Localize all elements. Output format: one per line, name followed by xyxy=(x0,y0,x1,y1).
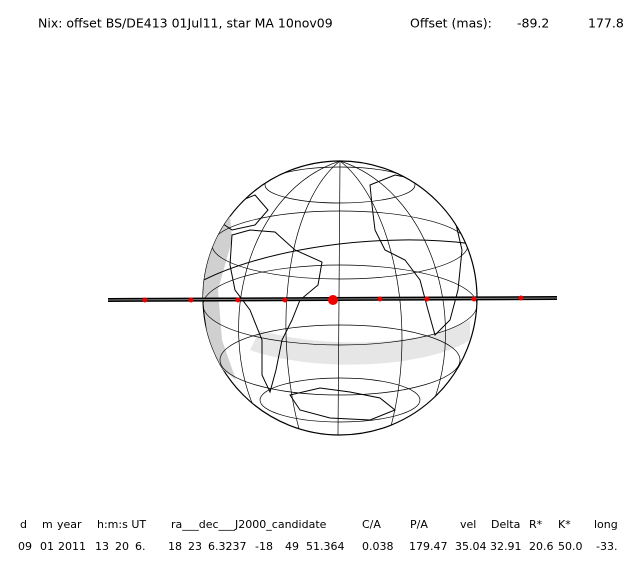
column-header: d xyxy=(20,518,27,531)
table-cell: 35.04 xyxy=(455,540,487,553)
results-table: d m year h:m:s UT ra___dec___J2000_candidate… xyxy=(18,518,618,553)
table-cell: 13 xyxy=(95,540,109,553)
column-header: P/A xyxy=(410,518,428,531)
offset-value: -89.2 xyxy=(517,16,549,31)
table-cell: 179.47 xyxy=(409,540,448,553)
table-cell: 09 xyxy=(18,540,32,553)
column-header: K* xyxy=(558,518,571,531)
column-header: Delta xyxy=(491,518,520,531)
table-cell: 51.364 xyxy=(306,540,345,553)
column-header: year xyxy=(57,518,82,531)
table-cell: 23 xyxy=(188,540,202,553)
table-cell: 0.038 xyxy=(362,540,394,553)
globe xyxy=(107,160,558,436)
title: Nix: offset BS/DE413 01Jul11, star MA 10… xyxy=(38,16,333,31)
table-cell: 01 xyxy=(40,540,54,553)
table-cell: -18 xyxy=(255,540,273,553)
offset-value: 177.8 xyxy=(588,16,624,31)
table-cell: 49 xyxy=(285,540,299,553)
table-cell: 20 xyxy=(115,540,129,553)
column-header: h:m:s UT xyxy=(97,518,146,531)
table-cell: 6. xyxy=(135,540,146,553)
table-cell: 6.3237 xyxy=(208,540,247,553)
table-cell: -33. xyxy=(596,540,617,553)
table-cell: 32.91 xyxy=(490,540,522,553)
table-cell: 2011 xyxy=(58,540,86,553)
column-header: C/A xyxy=(362,518,381,531)
column-header: R* xyxy=(529,518,543,531)
column-header: m xyxy=(42,518,53,531)
table-cell: 20.6 xyxy=(529,540,554,553)
column-header: long xyxy=(594,518,618,531)
table-cell: 50.0 xyxy=(558,540,583,553)
offset-label: Offset (mas): xyxy=(410,16,492,31)
table-cell: 18 xyxy=(168,540,182,553)
column-header: ra___dec___J2000_candidate xyxy=(171,518,327,531)
column-header: vel xyxy=(460,518,476,531)
